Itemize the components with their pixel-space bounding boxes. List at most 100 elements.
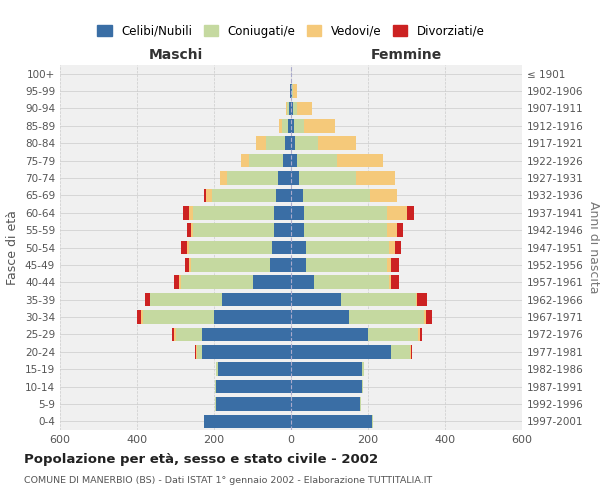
Bar bbox=[241, 154, 248, 168]
Bar bbox=[274, 206, 291, 220]
Legend: Celibi/Nubili, Coniugati/e, Vedovi/e, Divorziati/e: Celibi/Nubili, Coniugati/e, Vedovi/e, Di… bbox=[92, 20, 490, 42]
Bar bbox=[299, 171, 356, 185]
Bar bbox=[302, 188, 370, 202]
Bar bbox=[203, 414, 205, 428]
Bar bbox=[183, 206, 189, 220]
Bar bbox=[295, 136, 318, 150]
Bar bbox=[410, 345, 411, 358]
Bar bbox=[289, 102, 291, 115]
Bar bbox=[290, 84, 291, 98]
Bar bbox=[187, 240, 189, 254]
Bar bbox=[287, 102, 289, 115]
Bar bbox=[181, 240, 187, 254]
Bar bbox=[411, 345, 412, 358]
Text: Femmine: Femmine bbox=[371, 48, 442, 62]
Bar bbox=[202, 345, 291, 358]
Text: COMUNE DI MANERBIO (BS) - Dati ISTAT 1° gennaio 2002 - Elaborazione TUTTITALIA.I: COMUNE DI MANERBIO (BS) - Dati ISTAT 1° … bbox=[24, 476, 432, 485]
Bar bbox=[214, 310, 291, 324]
Bar bbox=[291, 136, 295, 150]
Bar bbox=[291, 84, 292, 98]
Bar bbox=[215, 380, 216, 394]
Bar bbox=[283, 154, 291, 168]
Bar bbox=[270, 258, 291, 272]
Bar bbox=[193, 224, 274, 237]
Bar bbox=[291, 240, 307, 254]
Bar bbox=[212, 188, 275, 202]
Bar bbox=[151, 293, 222, 306]
Bar bbox=[291, 414, 372, 428]
Bar bbox=[417, 293, 427, 306]
Bar bbox=[202, 328, 291, 341]
Bar bbox=[291, 397, 360, 410]
Bar bbox=[145, 293, 151, 306]
Bar bbox=[407, 206, 414, 220]
Bar bbox=[179, 276, 181, 289]
Bar bbox=[291, 171, 299, 185]
Bar bbox=[304, 224, 387, 237]
Bar bbox=[314, 276, 389, 289]
Bar bbox=[291, 362, 362, 376]
Bar bbox=[387, 258, 391, 272]
Bar bbox=[189, 240, 272, 254]
Bar bbox=[426, 310, 431, 324]
Bar bbox=[172, 328, 173, 341]
Bar bbox=[291, 154, 297, 168]
Bar bbox=[216, 397, 291, 410]
Bar bbox=[137, 310, 141, 324]
Bar bbox=[391, 258, 399, 272]
Bar bbox=[291, 380, 362, 394]
Bar bbox=[173, 276, 179, 289]
Bar bbox=[297, 154, 337, 168]
Bar bbox=[418, 328, 420, 341]
Bar bbox=[256, 136, 266, 150]
Bar bbox=[193, 206, 274, 220]
Bar bbox=[294, 119, 304, 132]
Bar bbox=[318, 136, 356, 150]
Bar bbox=[196, 345, 197, 358]
Bar bbox=[216, 380, 291, 394]
Bar bbox=[206, 188, 212, 202]
Bar bbox=[337, 154, 383, 168]
Bar bbox=[222, 293, 291, 306]
Bar bbox=[191, 258, 270, 272]
Bar bbox=[205, 188, 206, 202]
Bar bbox=[181, 276, 253, 289]
Bar bbox=[372, 414, 373, 428]
Bar bbox=[195, 345, 196, 358]
Bar bbox=[275, 188, 291, 202]
Bar bbox=[349, 310, 424, 324]
Bar bbox=[286, 102, 287, 115]
Bar bbox=[291, 102, 293, 115]
Bar bbox=[253, 276, 291, 289]
Bar bbox=[293, 102, 297, 115]
Bar bbox=[266, 136, 285, 150]
Bar bbox=[307, 258, 387, 272]
Bar bbox=[291, 328, 368, 341]
Bar bbox=[397, 224, 403, 237]
Text: Popolazione per età, sesso e stato civile - 2002: Popolazione per età, sesso e stato civil… bbox=[24, 452, 378, 466]
Bar bbox=[141, 310, 143, 324]
Bar bbox=[424, 310, 426, 324]
Bar bbox=[291, 310, 349, 324]
Bar bbox=[143, 310, 214, 324]
Bar bbox=[274, 224, 291, 237]
Bar bbox=[297, 102, 312, 115]
Bar bbox=[304, 206, 387, 220]
Text: Maschi: Maschi bbox=[148, 48, 203, 62]
Bar bbox=[291, 258, 307, 272]
Bar bbox=[191, 224, 193, 237]
Bar bbox=[220, 171, 227, 185]
Bar bbox=[368, 328, 418, 341]
Y-axis label: Anni di nascita: Anni di nascita bbox=[587, 201, 600, 294]
Bar bbox=[185, 258, 189, 272]
Bar bbox=[391, 345, 410, 358]
Bar bbox=[292, 84, 293, 98]
Bar bbox=[248, 154, 283, 168]
Bar bbox=[218, 362, 291, 376]
Bar bbox=[291, 293, 341, 306]
Bar bbox=[389, 240, 395, 254]
Bar bbox=[341, 293, 416, 306]
Bar bbox=[291, 276, 314, 289]
Bar bbox=[288, 119, 291, 132]
Bar bbox=[395, 240, 401, 254]
